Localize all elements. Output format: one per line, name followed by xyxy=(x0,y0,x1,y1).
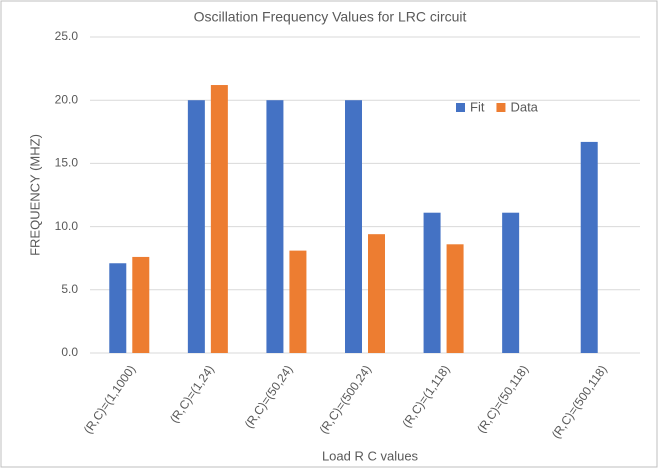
bar xyxy=(345,100,362,353)
bar xyxy=(210,85,228,354)
x-axis-label: Load R C values xyxy=(322,448,419,463)
bar xyxy=(580,141,598,353)
y-tick-label: 15.0 xyxy=(55,156,79,170)
bar xyxy=(109,263,127,353)
bar xyxy=(446,244,464,353)
chart-title: Oscillation Frequency Values for LRC cir… xyxy=(194,9,467,25)
y-tick-label: 25.0 xyxy=(55,29,79,43)
y-tick-label: 20.0 xyxy=(55,92,79,106)
legend-swatch xyxy=(496,103,506,112)
legend-label: Data xyxy=(510,99,538,114)
y-tick-label: 5.0 xyxy=(61,282,78,296)
y-axis-label: FREQUENCY (MHZ) xyxy=(27,134,42,256)
bar xyxy=(132,256,150,353)
bar xyxy=(266,100,284,353)
legend-swatch xyxy=(456,103,465,112)
y-tick-label: 0.0 xyxy=(61,345,78,359)
bar xyxy=(502,212,520,353)
bar xyxy=(423,212,441,353)
legend-label: Fit xyxy=(470,99,485,114)
bar xyxy=(187,100,205,353)
bar xyxy=(289,250,307,353)
y-tick-label: 10.0 xyxy=(55,219,79,233)
bar xyxy=(368,234,385,353)
